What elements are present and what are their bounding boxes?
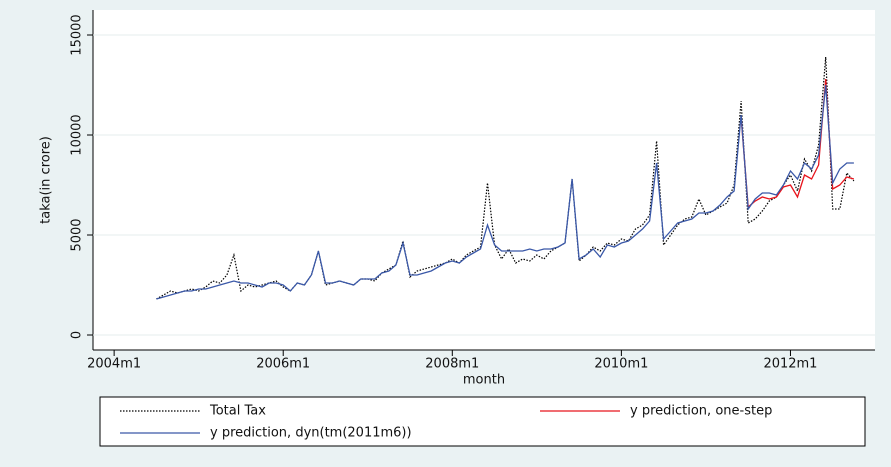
x-tick-label: 2012m1: [763, 357, 817, 372]
x-tick-label: 2010m1: [594, 357, 648, 372]
series-line: [156, 84, 854, 300]
legend-label: y prediction, one-step: [630, 404, 772, 419]
y-tick-label: 15000: [70, 14, 85, 55]
x-tick-label: 2006m1: [256, 357, 310, 372]
legend-label: y prediction, dyn(tm(2011m6)): [210, 426, 412, 441]
y-axis-title: taka(in crore): [39, 136, 54, 224]
y-tick-label: 10000: [70, 114, 85, 155]
y-tick-label: 5000: [70, 218, 85, 251]
plot-area: [93, 10, 875, 350]
x-axis-title: month: [463, 373, 505, 388]
legend: [99, 396, 866, 447]
x-tick-label: 2004m1: [87, 357, 141, 372]
series-line: [156, 56, 855, 300]
series-line: [740, 78, 855, 209]
y-tick-label: 0: [70, 331, 85, 339]
legend-label: Total Tax: [209, 404, 266, 419]
x-tick-label: 2008m1: [425, 357, 479, 372]
